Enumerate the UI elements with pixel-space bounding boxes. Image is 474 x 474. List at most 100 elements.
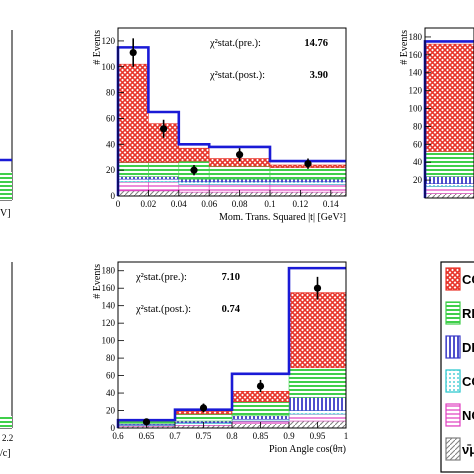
x-tick-label: 0.12 — [293, 199, 309, 209]
y-tick-label: 120 — [102, 36, 116, 46]
stack-segment-ccqe — [231, 391, 290, 403]
x-tick-label: 0.6 — [112, 431, 124, 441]
stack-segment-coh — [117, 178, 149, 183]
x-tick-label: 1 — [344, 431, 349, 441]
stack-segment-nubar — [117, 190, 149, 197]
y-tick-label: 0 — [111, 423, 116, 433]
stack-segment-nc — [424, 186, 474, 194]
stack-segment-nubar — [178, 191, 210, 197]
chart-panel-momentum-transfer: 0 20 40 60 80 100 120# Events 0 0.02 0.04 0.06 0.08… — [92, 27, 347, 223]
left-top-fragment-label: V] — [0, 208, 11, 219]
legend-label-ccqe: CC — [462, 272, 474, 287]
stack-segment-nc — [117, 181, 149, 192]
stack-segment-ccqe — [117, 63, 149, 163]
stack-segment-nc — [269, 184, 347, 193]
stack-segment-res — [117, 162, 149, 177]
left-bottom-fill — [0, 416, 12, 428]
stack-segment-nc — [178, 184, 210, 193]
stack-segment-nubar — [424, 193, 474, 199]
stack-segment-nc — [288, 413, 347, 422]
total-prediction-line — [116, 266, 346, 428]
y-tick-label: 100 — [102, 336, 116, 346]
stack-segment-res — [231, 401, 290, 417]
stack-segment-dis — [117, 176, 149, 180]
plot-frame — [424, 27, 474, 199]
stack-segment-res — [148, 162, 180, 177]
y-tick-label: 20 — [106, 165, 116, 175]
y-tick-label: 0 — [111, 191, 116, 201]
y-tick-label: 180 — [409, 32, 423, 42]
stack-segment-res — [174, 413, 233, 422]
x-tick-label: 0 — [116, 199, 121, 209]
chi2-post-value: 0.74 — [222, 304, 241, 315]
y-tick-label: 80 — [413, 121, 423, 131]
y-tick-label: 20 — [106, 406, 116, 416]
legend-swatch-res — [445, 301, 461, 325]
y-tick-label: 80 — [106, 353, 116, 363]
x-tick-label: 0.08 — [232, 199, 248, 209]
y-tick-label: 120 — [102, 318, 116, 328]
stack-segment-ccqe — [424, 43, 474, 152]
stack-segment-coh — [208, 181, 271, 185]
stack-segment-dis — [424, 176, 474, 184]
chart-panel-pion-angle: 0 20 40 60 80 100 120 140 160 180# Events 0.6 0.65 0… — [92, 261, 349, 455]
chi2-pre-label: χ²stat.(pre.): — [209, 38, 261, 49]
stack-segment-dis — [288, 397, 347, 411]
legend-swatch-nc — [445, 403, 461, 427]
legend: CC RE DI CO NC ν̄μ — [440, 261, 474, 473]
legend-frame — [440, 261, 474, 473]
stack-segment-coh — [178, 181, 210, 185]
legend-label-dis: DI — [462, 340, 474, 355]
data-point — [129, 48, 137, 57]
y-tick-label: 100 — [409, 104, 423, 114]
stack-segment-coh — [288, 410, 347, 415]
y-tick-label: 120 — [409, 86, 423, 96]
x-tick-label: 0.7 — [169, 431, 181, 441]
y-tick-label: 140 — [409, 68, 423, 78]
x-axis-label: Pion Angle cos(θπ) — [269, 444, 346, 455]
stack-segment-nubar — [269, 191, 347, 197]
stack-segment-dis — [269, 178, 347, 183]
left-bottom-fragment-label: /c] — [0, 448, 11, 459]
y-tick-label: 60 — [413, 139, 423, 149]
chi2-pre-value: 14.76 — [304, 38, 328, 49]
legend-swatch-nubar — [445, 437, 461, 461]
stack-segment-dis — [208, 178, 271, 183]
left-top-fill — [0, 172, 12, 200]
legend-label-coh: CO — [462, 374, 474, 389]
x-tick-label: 0.65 — [139, 431, 155, 441]
stack-segment-ccqe — [288, 292, 347, 369]
stack-segment-res — [288, 367, 347, 398]
stack-segment-coh — [269, 181, 347, 185]
stack-segment-coh — [148, 178, 180, 183]
y-tick-label: 60 — [106, 371, 116, 381]
stack-segment-res — [208, 165, 271, 180]
legend-swatch-coh — [445, 369, 461, 393]
chart-panel-right-partial: 20 40 60 80 100 120 140 160 180# Events — [399, 27, 474, 199]
y-tick-label: 180 — [102, 266, 116, 276]
data-point — [304, 160, 312, 168]
data-point — [256, 382, 265, 390]
chi2-post-label: χ²stat.(post.): — [135, 304, 191, 315]
stack-segment-coh — [424, 183, 474, 187]
data-point — [142, 418, 151, 426]
x-tick-label: 0.02 — [141, 199, 157, 209]
stack-segment-dis — [178, 178, 210, 183]
data-point — [236, 151, 244, 159]
legend-label-res: RE — [462, 306, 474, 321]
y-tick-label: 160 — [409, 50, 423, 60]
x-tick-label: 0.8 — [226, 431, 238, 441]
x-tick-label: 0.75 — [196, 431, 212, 441]
data-point — [160, 125, 168, 133]
stack-segment-nc — [148, 181, 180, 192]
x-tick-label: 0.1 — [264, 199, 275, 209]
x-tick-label: 0.85 — [253, 431, 269, 441]
y-axis-label: # Events — [92, 264, 103, 299]
y-tick-label: 100 — [102, 62, 116, 72]
legend-label-nc: NC — [462, 408, 474, 423]
legend-label-nubar: ν̄μ — [462, 442, 474, 457]
stack-segment-ccqe — [178, 147, 210, 162]
y-tick-label: 160 — [102, 283, 116, 293]
y-tick-label: 60 — [106, 113, 116, 123]
